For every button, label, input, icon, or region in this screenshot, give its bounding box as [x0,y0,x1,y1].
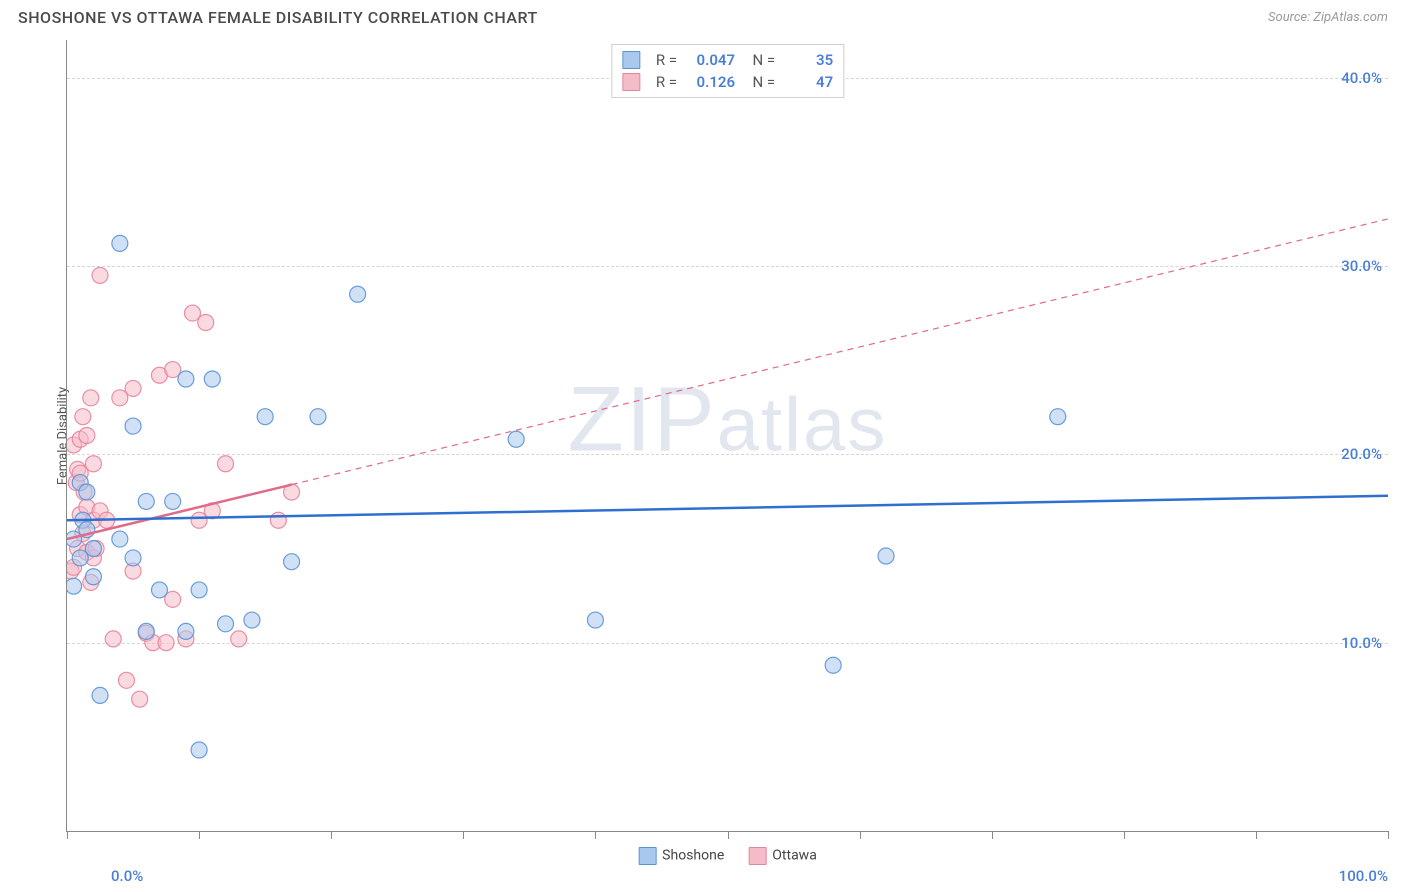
r-value: 0.126 [687,73,735,91]
n-value: 35 [785,51,833,69]
shoshone-point [165,493,181,509]
shoshone-point [92,687,108,703]
x-tick [992,831,993,839]
shoshone-point [85,569,101,585]
x-tick [67,831,68,839]
ottawa-point [125,380,141,396]
ottawa-point [118,672,134,688]
legend-label: Ottawa [772,848,817,864]
ottawa-swatch [748,847,766,865]
legend-item-shoshone: Shoshone [638,847,724,865]
chart-container: Female Disability ZIPatlas R =0.047 N =3… [18,40,1388,832]
n-label: N = [745,73,775,91]
shoshone-point [178,371,194,387]
x-tick [199,831,200,839]
stats-row-ottawa: R = 0.126 N = 47 [622,71,833,93]
shoshone-swatch [638,847,656,865]
shoshone-point [284,554,300,570]
legend-label: Shoshone [662,848,724,864]
ottawa-point [270,512,286,528]
r-value: 0.047 [687,51,735,69]
shoshone-point [125,550,141,566]
shoshone-point [191,582,207,598]
shoshone-point [204,371,220,387]
x-max-label: 100.0% [1339,867,1388,885]
chart-title: SHOSHONE VS OTTAWA FEMALE DISABILITY COR… [18,8,538,27]
shoshone-point [257,409,273,425]
x-tick [595,831,596,839]
shoshone-point [151,582,167,598]
ottawa-point [105,631,121,647]
x-tick [1388,831,1389,839]
legend-item-ottawa: Ottawa [748,847,817,865]
shoshone-point [244,612,260,628]
shoshone-point [112,531,128,547]
plot-area: ZIPatlas R =0.047 N =35R =0.126 N =47 0.… [66,40,1388,832]
shoshone-point [138,623,154,639]
stats-legend: R = 0.047 N = 35 R = 0.126 N = 47 [611,44,844,98]
shoshone-point [218,616,234,632]
shoshone-swatch [622,51,640,69]
shoshone-point [112,235,128,251]
shoshone-point [125,418,141,434]
ottawa-point [85,456,101,472]
ottawa-point [132,691,148,707]
shoshone-trend [67,496,1388,520]
ottawa-point [158,635,174,651]
n-label: N = [745,51,775,69]
ottawa-point [83,390,99,406]
ottawa-point [79,428,95,444]
ottawa-trend-dashed [292,219,1388,485]
x-tick [463,831,464,839]
series-legend: Shoshone Ottawa [638,847,817,865]
x-tick [1256,831,1257,839]
ottawa-point [231,631,247,647]
x-min-label: 0.0% [111,867,143,885]
shoshone-point [825,657,841,673]
chart-svg [67,40,1388,831]
x-tick [1124,831,1125,839]
stats-row-shoshone: R = 0.047 N = 35 [622,49,833,71]
ottawa-swatch [622,73,640,91]
ottawa-point [92,267,108,283]
shoshone-point [85,541,101,557]
x-tick [331,831,332,839]
source-label: Source: ZipAtlas.com [1268,10,1388,25]
shoshone-point [587,612,603,628]
shoshone-point [350,286,366,302]
r-label: R = [656,73,677,91]
shoshone-point [191,742,207,758]
ottawa-point [218,456,234,472]
shoshone-point [79,484,95,500]
shoshone-point [508,431,524,447]
ottawa-point [75,409,91,425]
shoshone-point [138,493,154,509]
shoshone-point [1050,409,1066,425]
ottawa-point [198,315,214,331]
shoshone-point [67,578,82,594]
x-tick [728,831,729,839]
shoshone-point [878,548,894,564]
shoshone-point [178,623,194,639]
x-tick [860,831,861,839]
shoshone-point [310,409,326,425]
r-label: R = [656,51,677,69]
n-value: 47 [785,73,833,91]
